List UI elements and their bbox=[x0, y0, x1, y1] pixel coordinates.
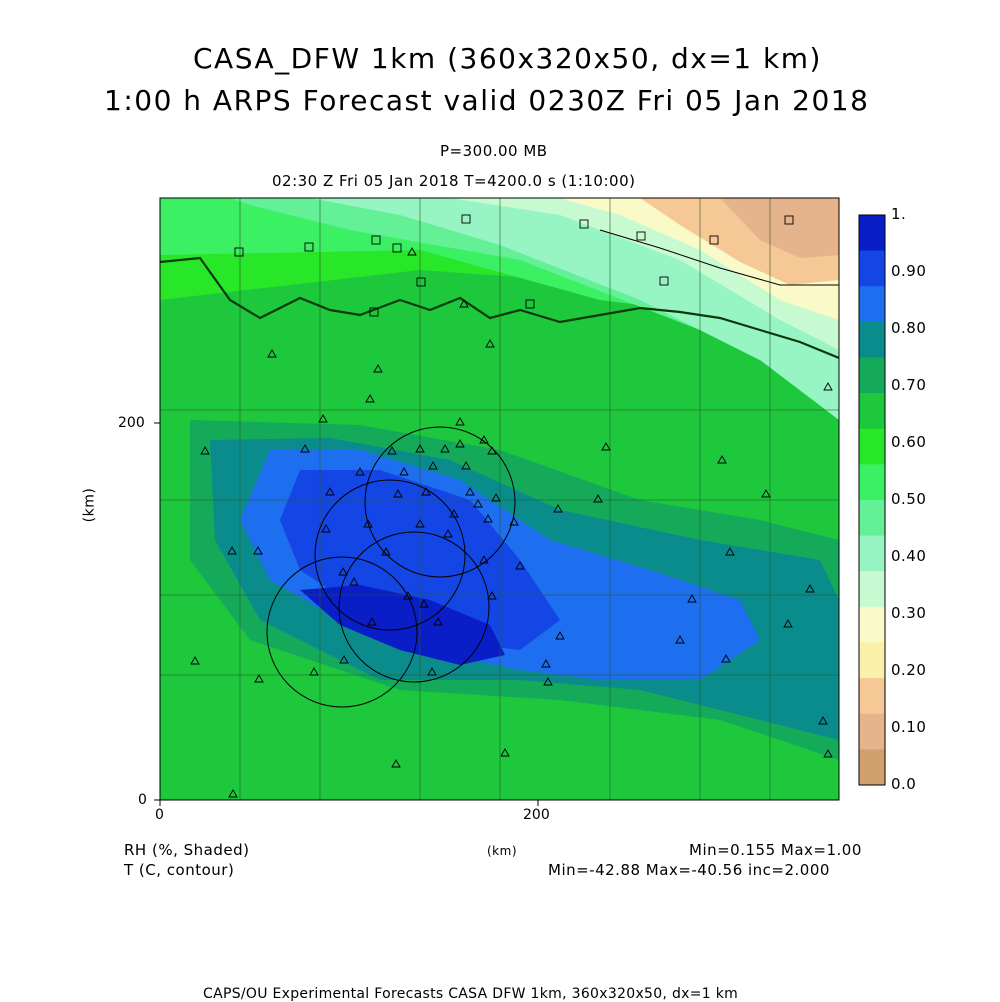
y-tick-0: 0 bbox=[138, 792, 147, 808]
colorbar-swatch bbox=[859, 535, 885, 572]
x-tick-200: 200 bbox=[523, 807, 550, 823]
title-line-2: 1:00 h ARPS Forecast valid 0230Z Fri 05 … bbox=[104, 84, 870, 117]
rh-band-010 bbox=[720, 198, 839, 258]
colorbar-swatch bbox=[859, 286, 885, 323]
observation-markers bbox=[234, 214, 794, 317]
x-tick-0: 0 bbox=[155, 807, 164, 823]
rh-band-095 bbox=[300, 585, 505, 665]
colorbar-swatch bbox=[859, 428, 885, 465]
colorbar-swatch bbox=[859, 571, 885, 608]
colorbar-swatch bbox=[859, 678, 885, 715]
radar-range-rings bbox=[266, 426, 516, 708]
contour-field-label: T (C, contour) bbox=[124, 861, 235, 879]
colorbar-swatch bbox=[859, 749, 885, 786]
colorbar-label: 0.70 bbox=[891, 376, 927, 394]
colorbar-swatch bbox=[859, 321, 885, 358]
colorbar-swatch bbox=[859, 713, 885, 750]
colorbar-swatch bbox=[859, 606, 885, 643]
colorbar-label: 0.90 bbox=[891, 262, 927, 280]
colorbar-swatch bbox=[859, 642, 885, 679]
colorbar-label: 0.10 bbox=[891, 718, 927, 736]
county-boundaries bbox=[160, 198, 839, 800]
y-tick-200: 200 bbox=[118, 415, 145, 431]
contour-range: Min=-42.88 Max=-40.56 inc=2.000 bbox=[548, 861, 830, 879]
map-frame bbox=[159, 197, 840, 801]
colorbar-label: 0.50 bbox=[891, 490, 927, 508]
colorbar-swatch bbox=[859, 357, 885, 394]
temperature-contour bbox=[599, 229, 839, 286]
y-axis-unit: (km) bbox=[81, 487, 98, 523]
colorbar-label: 0.20 bbox=[891, 661, 927, 679]
colorbar-swatch bbox=[859, 250, 885, 287]
shaded-range: Min=0.155 Max=1.00 bbox=[689, 841, 862, 859]
colorbar-frame bbox=[858, 214, 886, 786]
colorbar-label: 0.0 bbox=[891, 775, 917, 793]
colorbar-swatch bbox=[859, 393, 885, 430]
x-axis-unit: (km) bbox=[487, 844, 518, 858]
title-line-1: CASA_DFW 1km (360x320x50, dx=1 km) bbox=[193, 42, 822, 75]
pressure-level: P=300.00 MB bbox=[440, 142, 548, 160]
colorbar-label: 0.60 bbox=[891, 433, 927, 451]
shaded-field-label: RH (%, Shaded) bbox=[124, 841, 250, 859]
footer-credit: CAPS/OU Experimental Forecasts CASA DFW … bbox=[203, 986, 739, 1002]
station-markers bbox=[190, 247, 833, 798]
colorbar-label: 0.40 bbox=[891, 547, 927, 565]
colorbar-label: 1. bbox=[891, 205, 907, 223]
colorbar-label: 0.80 bbox=[891, 319, 927, 337]
valid-time: 02:30 Z Fri 05 Jan 2018 T=4200.0 s (1:10… bbox=[272, 172, 636, 190]
colorbar-swatch bbox=[859, 215, 885, 252]
state-border bbox=[160, 256, 839, 360]
colorbar bbox=[858, 214, 886, 786]
colorbar-swatch bbox=[859, 464, 885, 501]
colorbar-swatch bbox=[859, 500, 885, 537]
colorbar-label: 0.30 bbox=[891, 604, 927, 622]
